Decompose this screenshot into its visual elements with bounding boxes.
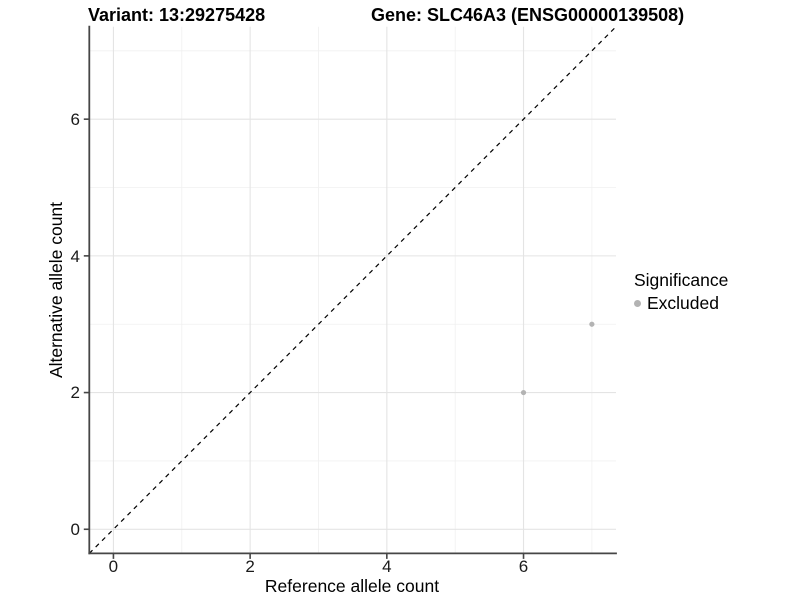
data-point xyxy=(520,389,527,396)
minor-gridlines xyxy=(89,26,617,554)
x-axis-title: Reference allele count xyxy=(264,576,440,596)
data-point xyxy=(589,321,595,327)
x-tick-label-6: 6 xyxy=(518,557,529,576)
axis-tick-marks xyxy=(83,118,525,559)
gene-title: Gene: SLC46A3 (ENSG00000139508) xyxy=(371,5,685,25)
y-tick-label-4: 4 xyxy=(70,246,80,266)
major-gridlines xyxy=(89,26,617,554)
y-axis-title: Alternative allele count xyxy=(46,201,66,379)
legend: Significance Excluded xyxy=(634,270,728,313)
x-tick-label-0: 0 xyxy=(108,557,119,576)
x-tick-label-2: 2 xyxy=(245,557,255,576)
legend-item-excluded: Excluded xyxy=(634,293,728,313)
x-tick-label-4: 4 xyxy=(382,557,392,576)
axis-lines xyxy=(88,25,617,555)
variant-title: Variant: 13:29275428 xyxy=(88,5,266,25)
data-points xyxy=(520,321,595,396)
y-tick-label-0: 0 xyxy=(70,519,80,539)
y-tick-label-2: 2 xyxy=(70,383,80,403)
identity-reference-line xyxy=(88,26,617,554)
legend-title: Significance xyxy=(634,270,729,290)
excluded-point-icon xyxy=(634,299,641,307)
identity-line xyxy=(88,26,617,554)
y-tick-label-6: 6 xyxy=(70,109,80,129)
legend-item-label: Excluded xyxy=(647,293,719,313)
